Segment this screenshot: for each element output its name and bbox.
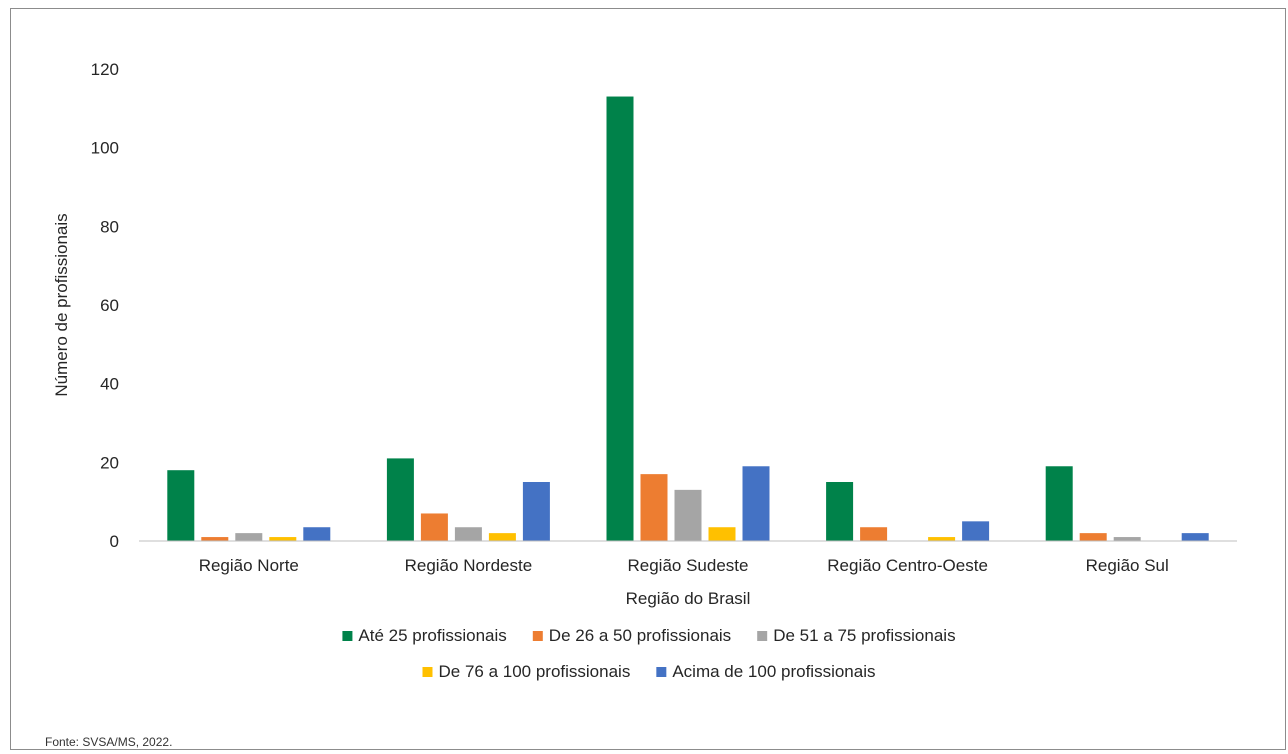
- bar: [201, 537, 229, 541]
- bar: [742, 466, 770, 541]
- legend-label: Acima de 100 profissionais: [672, 662, 875, 681]
- y-tick-label: 40: [100, 375, 119, 394]
- bar: [826, 482, 854, 541]
- bar: [269, 537, 297, 541]
- y-axis-ticks: 0 20 40 60 80 100 120: [91, 60, 119, 551]
- x-category-label: Região Sudeste: [628, 556, 749, 575]
- legend: Até 25 profissionais De 26 a 50 profissio…: [342, 626, 956, 681]
- bar: [860, 527, 888, 541]
- y-tick-label: 100: [91, 139, 119, 158]
- legend-swatch: [532, 631, 543, 641]
- bar: [386, 458, 414, 541]
- bar: [606, 96, 634, 542]
- legend-swatch: [757, 631, 768, 641]
- bar: [928, 537, 956, 541]
- bar: [1181, 533, 1209, 541]
- legend-swatch: [656, 667, 667, 677]
- legend-label: De 76 a 100 profissionais: [438, 662, 630, 681]
- bar: [1113, 537, 1141, 541]
- bar: [454, 527, 482, 541]
- bar-chart: 0 20 40 60 80 100 120 Região Norte Região Norde…: [52, 60, 1237, 681]
- y-tick-label: 80: [100, 217, 119, 236]
- y-tick-label: 60: [100, 296, 119, 315]
- x-category-label: Região Sul: [1086, 556, 1169, 575]
- bar: [674, 489, 702, 541]
- legend-label: De 51 a 75 profissionais: [773, 626, 955, 645]
- legend-label: De 26 a 50 profissionais: [549, 626, 731, 645]
- x-category-label: Região Centro-Oeste: [827, 556, 988, 575]
- bar: [420, 513, 448, 541]
- x-axis-categories: Região Norte Região Nordeste Região Sudest…: [199, 556, 1169, 575]
- y-axis-title: Número de profissionais: [52, 213, 71, 396]
- x-category-label: Região Nordeste: [405, 556, 533, 575]
- bar: [235, 533, 263, 541]
- chart-frame: 0 20 40 60 80 100 120 Região Norte Região Norde…: [10, 8, 1286, 750]
- x-category-label: Região Norte: [199, 556, 299, 575]
- bar: [522, 482, 550, 541]
- bar: [640, 474, 668, 541]
- bar: [488, 533, 516, 541]
- bar: [1045, 466, 1073, 541]
- legend-swatch: [342, 631, 353, 641]
- bar: [708, 527, 736, 541]
- bar: [962, 521, 990, 541]
- legend-label: Até 25 profissionais: [358, 626, 506, 645]
- bars: [167, 96, 1209, 542]
- bar: [167, 470, 195, 541]
- y-tick-label: 120: [91, 60, 119, 79]
- bar: [1079, 533, 1107, 541]
- legend-swatch: [422, 667, 433, 677]
- x-axis-title: Região do Brasil: [626, 589, 751, 608]
- y-tick-label: 20: [100, 453, 119, 472]
- y-tick-label: 0: [110, 532, 119, 551]
- bar: [303, 527, 331, 541]
- source-note: Fonte: SVSA/MS, 2022.: [45, 735, 173, 749]
